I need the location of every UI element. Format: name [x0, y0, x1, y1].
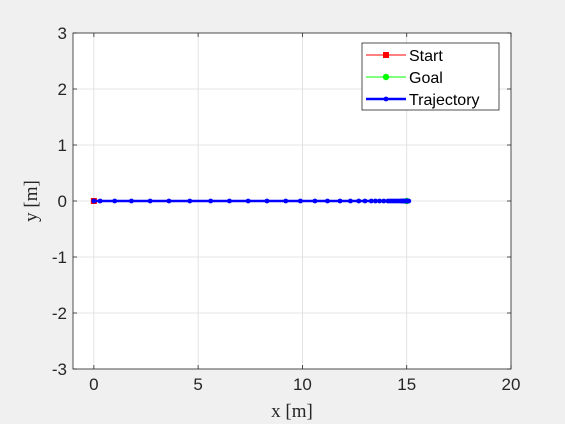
legend-marker — [382, 73, 390, 81]
trajectory-point — [283, 198, 289, 204]
trajectory-point — [373, 198, 378, 204]
x-tick-label: 15 — [397, 375, 416, 394]
y-tick-label: -1 — [52, 248, 67, 267]
legend-label: Goal — [409, 70, 443, 87]
data-series — [90, 197, 412, 205]
y-tick-label: 0 — [58, 192, 67, 211]
legend-marker — [383, 96, 389, 102]
trajectory-point — [112, 198, 118, 204]
trajectory-point — [264, 198, 270, 204]
trajectory-point — [245, 198, 251, 204]
trajectory-point — [325, 198, 330, 204]
trajectory-point — [348, 198, 353, 204]
x-tick-label: 20 — [502, 375, 521, 394]
trajectory-point — [297, 198, 303, 204]
trajectory-point — [312, 198, 318, 204]
trajectory-point — [368, 198, 374, 204]
x-tick-label: 0 — [89, 375, 98, 394]
y-tick-label: -2 — [52, 304, 67, 323]
trajectory-point — [129, 198, 134, 204]
x-tick-label: 5 — [193, 375, 202, 394]
trajectory-point — [362, 198, 368, 204]
legend[interactable]: Start Goal Trajectory — [361, 42, 500, 111]
legend-item-start[interactable]: Start — [366, 48, 443, 65]
trajectory-point — [147, 198, 153, 204]
legend-item-trajectory[interactable]: Trajectory — [366, 92, 480, 109]
trajectory-point — [337, 198, 343, 204]
trajectory-point — [356, 198, 362, 204]
trajectory-point — [187, 198, 193, 204]
trajectory-point — [97, 198, 103, 204]
y-tick-label: 1 — [58, 136, 67, 155]
series-trajectory — [91, 198, 412, 204]
trajectory-point — [91, 198, 97, 204]
legend-label: Trajectory — [409, 92, 480, 109]
trajectory-point — [227, 198, 232, 204]
x-axis-label: x [m] — [271, 401, 313, 422]
trajectory-point — [406, 198, 412, 204]
legend-item-goal[interactable]: Goal — [366, 70, 443, 87]
y-axis-label: y [m] — [21, 180, 42, 222]
y-tick-label: 3 — [58, 24, 67, 43]
trajectory-point — [381, 198, 387, 204]
trajectory-point — [208, 198, 214, 204]
axis-ticks: 0 5 10 15 20 -3 -2 -1 0 1 2 3 — [52, 24, 521, 394]
trajectory-point — [166, 198, 172, 204]
y-tick-label: -3 — [52, 360, 67, 379]
legend-label: Start — [409, 48, 443, 65]
legend-marker — [383, 52, 389, 58]
trajectory-point — [377, 198, 382, 204]
x-tick-label: 10 — [293, 375, 312, 394]
y-tick-label: 2 — [58, 80, 67, 99]
